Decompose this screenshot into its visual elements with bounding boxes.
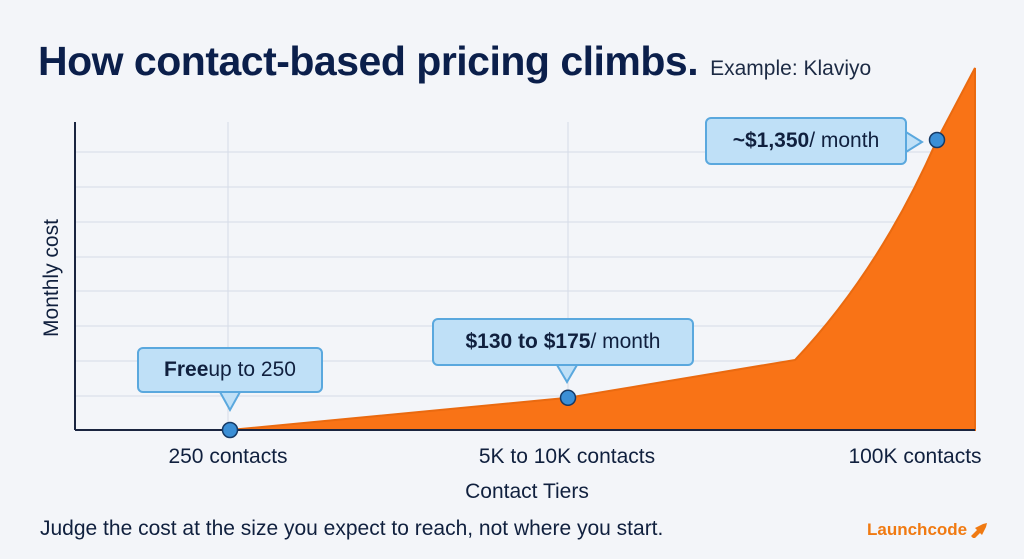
data-point-0 bbox=[221, 421, 239, 439]
x-axis-label: Contact Tiers bbox=[465, 480, 589, 503]
x-tick-label-1: 5K to 10K contacts bbox=[479, 445, 655, 468]
brand-logo: Launchcode bbox=[867, 520, 989, 540]
chart-subtitle: Example: Klaviyo bbox=[710, 57, 872, 80]
callout-top-tier-bold: ~$1,350 bbox=[732, 129, 810, 152]
callout-free-rest: up to 250 bbox=[208, 358, 296, 381]
chart-title: How contact-based pricing climbs. bbox=[38, 38, 699, 84]
callout-top-tier: ~$1,350 / month bbox=[705, 117, 907, 165]
x-tick-label-0: 250 contacts bbox=[168, 445, 287, 468]
callout-mid-tier-bold: $130 to $175 bbox=[465, 330, 591, 353]
callout-pointer-0 bbox=[218, 391, 242, 413]
x-tick-labels: 250 contacts 5K to 10K contacts 100K conta… bbox=[168, 445, 981, 468]
callout-mid-tier-rest: / month bbox=[590, 330, 661, 353]
title-row: How contact-based pricing climbs. Exampl… bbox=[38, 38, 871, 85]
callout-free-bold: Free bbox=[164, 358, 209, 381]
footer-note: Judge the cost at the size you expect to… bbox=[40, 517, 664, 540]
data-point-1 bbox=[559, 389, 577, 407]
callout-pointer-2 bbox=[905, 130, 924, 154]
y-axis-label: Monthly cost bbox=[40, 219, 63, 337]
callout-free: Free up to 250 bbox=[137, 347, 323, 393]
x-tick-label-2: 100K contacts bbox=[848, 445, 981, 468]
data-points bbox=[221, 131, 946, 439]
rocket-icon bbox=[971, 523, 988, 538]
callout-mid-tier: $130 to $175 / month bbox=[432, 318, 694, 366]
callout-top-tier-rest: / month bbox=[809, 129, 880, 152]
callout-pointer-1 bbox=[555, 364, 579, 384]
data-point-2 bbox=[928, 131, 946, 149]
brand-name: Launchcode bbox=[867, 520, 968, 539]
